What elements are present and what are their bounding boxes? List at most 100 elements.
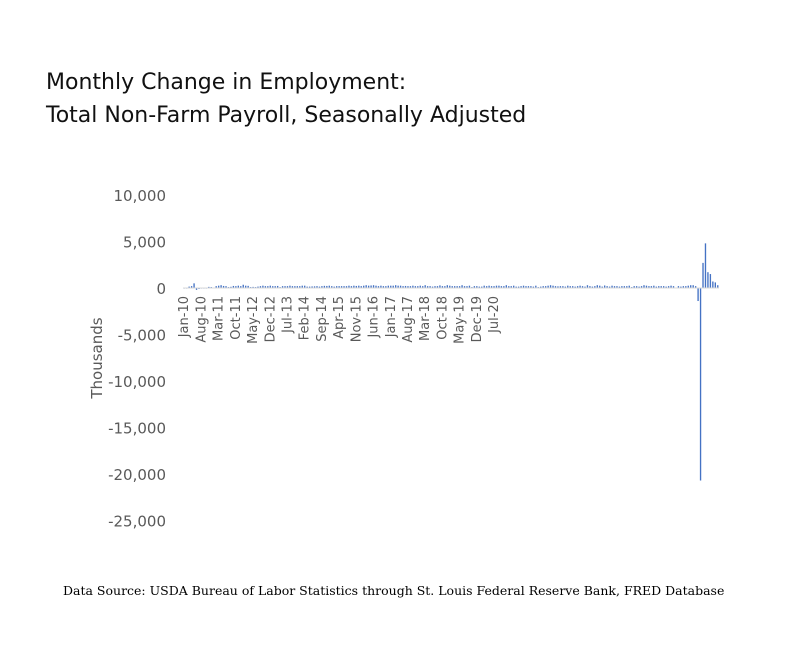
y-tick-label: -15,000 [108,420,166,438]
bar [658,286,660,288]
bar [385,286,387,288]
bar [220,285,222,288]
bar [395,285,397,288]
bar [513,285,515,288]
y-tick-label: 5,000 [123,234,166,252]
bar [306,286,308,288]
bar [603,285,606,288]
bar [252,286,254,288]
bar [390,285,392,288]
bar [626,286,628,288]
bar [699,288,702,481]
bar [653,285,655,288]
bar [663,286,665,288]
bar [485,286,488,288]
bar [193,283,195,288]
bar [247,285,249,288]
bar [318,286,321,288]
bar [208,286,210,288]
bar [596,285,598,288]
bar [284,286,286,288]
bar [493,286,495,288]
bar [463,286,466,288]
bar [530,286,532,288]
x-tick-label: Apr-15 [332,296,347,339]
bar [643,285,645,288]
bar [694,286,697,288]
bar [230,286,232,288]
bar [387,285,389,288]
y-tick-label: -25,000 [108,513,166,531]
bar [426,286,429,288]
bar [232,285,235,288]
bar [481,286,483,288]
bar [488,285,490,288]
bar [466,286,468,288]
bar [572,286,574,288]
bar [476,286,478,288]
bar [503,286,505,288]
bar [429,286,431,288]
bar [655,286,657,288]
bar [532,286,535,288]
bar [414,286,417,288]
bar [478,286,480,288]
bar [633,286,635,288]
bar [262,285,264,288]
x-tick-label: May-19 [453,296,468,344]
y-tick-label: -10,000 [108,373,166,391]
bar [500,286,503,288]
bar [358,285,360,288]
bar [712,281,714,288]
bar [245,285,247,288]
y-tick-labels: 10,000 5,000 0 -5,000 -10,000 -15,000 -20,000 -… [108,187,166,531]
bar [360,286,362,288]
bar [564,286,566,288]
bar [667,286,670,288]
bar [525,286,527,288]
bar [677,286,680,288]
bar [301,285,303,288]
bar [355,285,358,288]
x-tick-label: Mar-18 [418,296,433,341]
bar [382,286,385,288]
bar [591,286,594,288]
bar [574,286,576,288]
bar [392,285,394,288]
bar [535,285,537,288]
bar [259,286,262,288]
bar [449,285,451,288]
bar [446,285,448,288]
bar [431,286,434,288]
bar [436,286,439,288]
x-tick-label: May-12 [246,296,261,344]
bar [680,286,682,288]
y-tick-label: 10,000 [114,187,167,205]
bar [257,286,259,288]
bar [709,274,712,288]
bar [242,284,244,288]
bar [515,286,517,288]
bar [510,286,512,288]
bar [461,285,463,288]
bar [422,286,424,288]
bar [276,285,279,288]
bar [264,286,267,288]
bar [540,286,542,288]
bar [240,286,242,288]
bar [190,286,193,288]
bar [269,285,271,288]
bar [345,286,348,288]
bar [645,285,648,288]
bar [623,286,626,288]
bar [559,286,562,288]
bar [594,286,596,288]
x-tick-label: Sep-14 [315,296,330,342]
bar [434,286,436,288]
bar [584,286,586,288]
bar [350,286,353,288]
y-axis-label: Thousands [88,317,106,399]
bar [333,286,335,288]
bar [579,285,581,288]
